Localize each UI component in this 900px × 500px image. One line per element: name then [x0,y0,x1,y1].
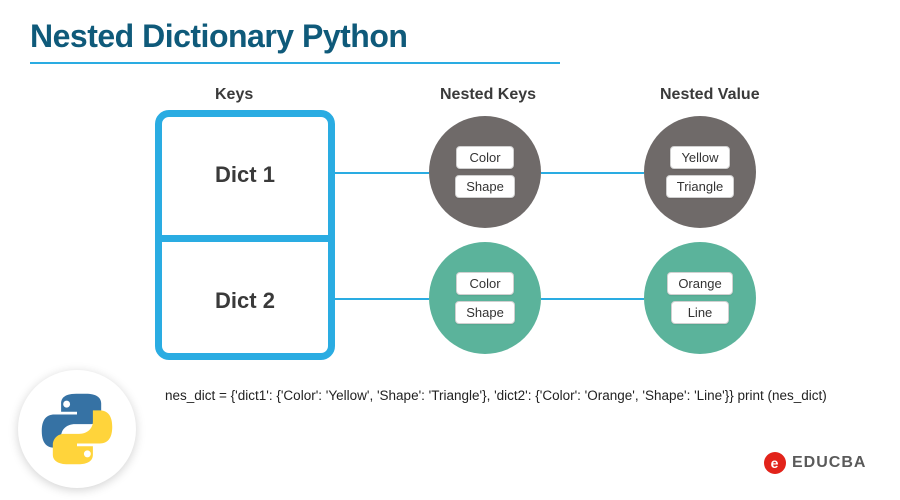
connector-dict1-values [541,172,644,174]
chip-value: Orange [667,272,732,295]
chip-key: Color [456,146,514,169]
chip-value: Triangle [666,175,734,198]
chip-key: Shape [455,175,515,198]
code-snippet: nes_dict = {'dict1': {'Color': 'Yellow',… [165,388,827,403]
nested-values-circle-1: Yellow Triangle [644,116,756,228]
brand-text: EDUCBA [792,454,866,472]
brand-icon: e [764,452,786,474]
nested-keys-circle-1: Color Shape [429,116,541,228]
connector-dict2-values [541,298,644,300]
nested-keys-circle-2: Color Shape [429,242,541,354]
chip-value: Line [671,301,729,324]
dict-label-1: Dict 1 [170,162,320,188]
chip-value: Yellow [670,146,729,169]
page-title: Nested Dictionary Python [30,18,407,55]
keys-divider [155,235,335,242]
nested-values-circle-2: Orange Line [644,242,756,354]
title-underline [30,62,560,64]
title-text: Nested Dictionary Python [30,18,407,54]
column-header-keys: Keys [215,86,253,104]
column-header-nested-keys: Nested Keys [440,86,536,104]
column-header-nested-value: Nested Value [660,86,760,104]
python-icon [39,391,115,467]
connector-dict2-keys [335,298,429,300]
brand-logo: e EDUCBA [764,452,866,474]
connector-dict1-keys [335,172,429,174]
chip-key: Shape [455,301,515,324]
chip-key: Color [456,272,514,295]
dict-label-2: Dict 2 [170,288,320,314]
python-logo [18,370,136,488]
